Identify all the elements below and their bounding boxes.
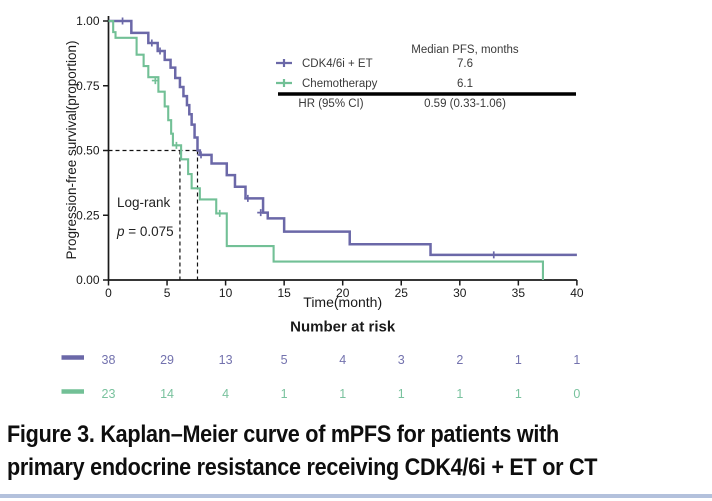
median-pfs-value: 7.6 xyxy=(457,58,473,70)
legend-label: Chemotherapy xyxy=(302,78,378,90)
risk-count: 3 xyxy=(398,353,405,367)
km-chart: 1.000.750.500.250.000 5 10 15 20 25 30 35 40Prog… xyxy=(61,14,584,401)
risk-count: 4 xyxy=(339,353,346,367)
median-pfs-value: 6.1 xyxy=(457,78,473,90)
x-tick-label: 20 xyxy=(336,286,350,300)
y-tick-label: 1.00 xyxy=(76,14,100,28)
caption-line-2: primary endocrine resistance receiving C… xyxy=(7,454,598,481)
risk-count: 38 xyxy=(102,353,116,367)
logrank-label: Log-rank xyxy=(117,195,171,210)
legend-plus-icon xyxy=(276,79,292,87)
censor-mark xyxy=(156,47,164,55)
bottom-divider-rule xyxy=(0,494,712,498)
hr-label: HR (95% CI) xyxy=(298,98,363,110)
censor-mark xyxy=(119,17,127,25)
censor-mark xyxy=(257,209,265,217)
x-tick-label: 40 xyxy=(570,286,584,300)
risk-count: 29 xyxy=(160,353,174,367)
legend-marker-chemo xyxy=(276,79,292,87)
censor-marks-cdk xyxy=(119,17,498,259)
y-axis-title: Progression-free survival(proportion) xyxy=(64,40,79,259)
risk-count: 1 xyxy=(515,387,522,401)
x-tick-label: 0 xyxy=(105,286,112,300)
x-tick-label: 5 xyxy=(164,286,171,300)
legend-label: CDK4/6i + ET xyxy=(302,58,373,70)
censor-marks-chemo xyxy=(151,77,224,217)
hr-value: 0.59 (0.33-1.06) xyxy=(424,98,506,110)
risk-count: 1 xyxy=(281,387,288,401)
x-tick-label: 15 xyxy=(277,286,291,300)
km-curve-cdk xyxy=(108,19,577,257)
censor-mark xyxy=(151,77,159,85)
p-value-label: p = 0.075 xyxy=(116,224,174,239)
x-tick-label: 30 xyxy=(453,286,467,300)
risk-count: 14 xyxy=(160,387,174,401)
y-tick-label: 0.25 xyxy=(76,208,100,222)
risk-count: 1 xyxy=(573,353,580,367)
censor-mark xyxy=(244,194,252,202)
risk-count: 0 xyxy=(573,387,580,401)
x-tick-label: 25 xyxy=(395,286,409,300)
x-tick-label: 35 xyxy=(512,286,526,300)
risk-count: 1 xyxy=(456,387,463,401)
risk-count: 1 xyxy=(515,353,522,367)
censor-mark xyxy=(490,251,498,259)
y-tick-label: 0.50 xyxy=(76,144,100,158)
x-axis-title: Time(month) xyxy=(303,294,382,310)
risk-count: 1 xyxy=(398,387,405,401)
caption-line-1: Figure 3. Kaplan–Meier curve of mPFS for… xyxy=(7,421,559,448)
y-tick-label: 0.75 xyxy=(76,79,100,93)
censor-mark xyxy=(148,39,156,47)
risk-count: 5 xyxy=(281,353,288,367)
risk-count: 23 xyxy=(102,387,116,401)
legend-plus-icon xyxy=(276,59,292,67)
x-tick-label: 10 xyxy=(219,286,233,300)
risk-table-title: Number at risk xyxy=(290,319,396,336)
censor-mark xyxy=(172,141,180,149)
risk-count: 4 xyxy=(222,387,229,401)
legend-marker-cdk xyxy=(276,59,292,67)
censor-mark xyxy=(216,209,224,217)
y-tick-label: 0.00 xyxy=(76,273,100,287)
censor-mark xyxy=(197,151,205,159)
risk-count: 13 xyxy=(219,353,233,367)
risk-count: 1 xyxy=(339,387,346,401)
risk-count: 2 xyxy=(456,353,463,367)
figure-caption: Figure 3. Kaplan–Meier curve of mPFS for… xyxy=(7,418,642,484)
km-curve-chemo xyxy=(108,19,544,280)
stats-header: Median PFS, months xyxy=(411,44,519,56)
